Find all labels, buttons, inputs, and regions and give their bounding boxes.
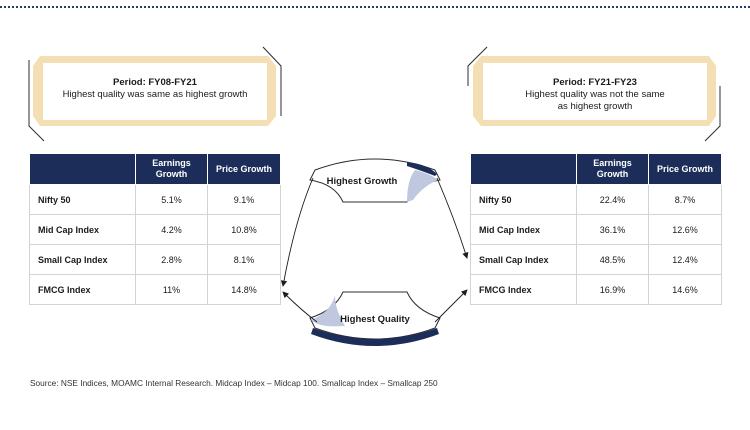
right-period-text-line1: Highest quality was not the same [525, 89, 665, 100]
row-label: FMCG Index [29, 274, 136, 305]
left-top-arrow [280, 177, 314, 287]
highest-quality-shape [309, 291, 441, 346]
header-price-growth: Price Growth [648, 154, 722, 185]
table-row: Small Cap Index 2.8% 8.1% [29, 244, 281, 275]
earnings-growth-cell: 2.8% [135, 244, 208, 275]
table-row: FMCG Index 16.9% 14.6% [470, 274, 722, 305]
row-label: Small Cap Index [29, 244, 136, 275]
price-growth-cell: 8.1% [207, 244, 281, 275]
table-row: Nifty 50 5.1% 9.1% [29, 184, 281, 215]
price-growth-cell: 14.6% [648, 274, 722, 305]
table-row: FMCG Index 11% 14.8% [29, 274, 281, 305]
row-label: Mid Cap Index [29, 214, 136, 245]
table-row: Mid Cap Index 36.1% 12.6% [470, 214, 722, 245]
row-label: Nifty 50 [29, 184, 136, 215]
table-row: Small Cap Index 48.5% 12.4% [470, 244, 722, 275]
header-blank [470, 154, 577, 185]
table-header-row: Earnings Growth Price Growth [29, 154, 281, 185]
header-price-growth: Price Growth [207, 154, 281, 185]
header-blank [29, 154, 136, 185]
earnings-growth-cell: 5.1% [135, 184, 208, 215]
right-bottom-arrow [434, 289, 468, 323]
price-growth-cell: 9.1% [207, 184, 281, 215]
earnings-growth-cell: 16.9% [576, 274, 649, 305]
table-row: Mid Cap Index 4.2% 10.8% [29, 214, 281, 245]
earnings-growth-cell: 36.1% [576, 214, 649, 245]
row-label: Mid Cap Index [470, 214, 577, 245]
row-label: Small Cap Index [470, 244, 577, 275]
right-period-callout: Period: FY21-FY23 Highest quality was no… [467, 46, 722, 142]
header-earnings-growth: Earnings Growth [576, 154, 649, 185]
price-growth-cell: 12.6% [648, 214, 722, 245]
earnings-growth-cell: 48.5% [576, 244, 649, 275]
highest-growth-shape [309, 158, 441, 203]
price-growth-cell: 10.8% [207, 214, 281, 245]
earnings-growth-cell: 4.2% [135, 214, 208, 245]
left-period-callout: Period: FY08-FY21 Highest quality was sa… [28, 46, 283, 142]
top-dotted-rule [0, 6, 750, 8]
left-bottom-arrow [282, 291, 318, 323]
source-note: Source: NSE Indices, MOAMC Internal Rese… [30, 378, 438, 388]
earnings-growth-cell: 22.4% [576, 184, 649, 215]
header-earnings-growth: Earnings Growth [135, 154, 208, 185]
left-period-text: Highest quality was same as highest grow… [62, 89, 248, 100]
row-label: FMCG Index [470, 274, 577, 305]
highest-growth-label: Highest Growth [327, 176, 398, 187]
price-growth-cell: 14.8% [207, 274, 281, 305]
right-period-text-line2: as highest growth [557, 101, 633, 112]
table-header-row: Earnings Growth Price Growth [470, 154, 722, 185]
row-label: Nifty 50 [470, 184, 577, 215]
left-period-title: Period: FY08-FY21 [113, 77, 197, 88]
right-period-title: Period: FY21-FY23 [553, 77, 637, 88]
earnings-growth-cell: 11% [135, 274, 208, 305]
right-growth-table: Earnings Growth Price Growth Nifty 50 22… [470, 154, 722, 305]
callout-frame-right [467, 46, 721, 142]
price-growth-cell: 12.4% [648, 244, 722, 275]
highest-quality-label: Highest Quality [340, 314, 410, 325]
callout-frame-left [28, 46, 282, 142]
left-growth-table: Earnings Growth Price Growth Nifty 50 5.… [29, 154, 281, 305]
table-row: Nifty 50 22.4% 8.7% [470, 184, 722, 215]
growth-quality-diagram: Highest Growth Highest Quality [280, 158, 469, 346]
price-growth-cell: 8.7% [648, 184, 722, 215]
right-top-arrow [436, 177, 469, 259]
